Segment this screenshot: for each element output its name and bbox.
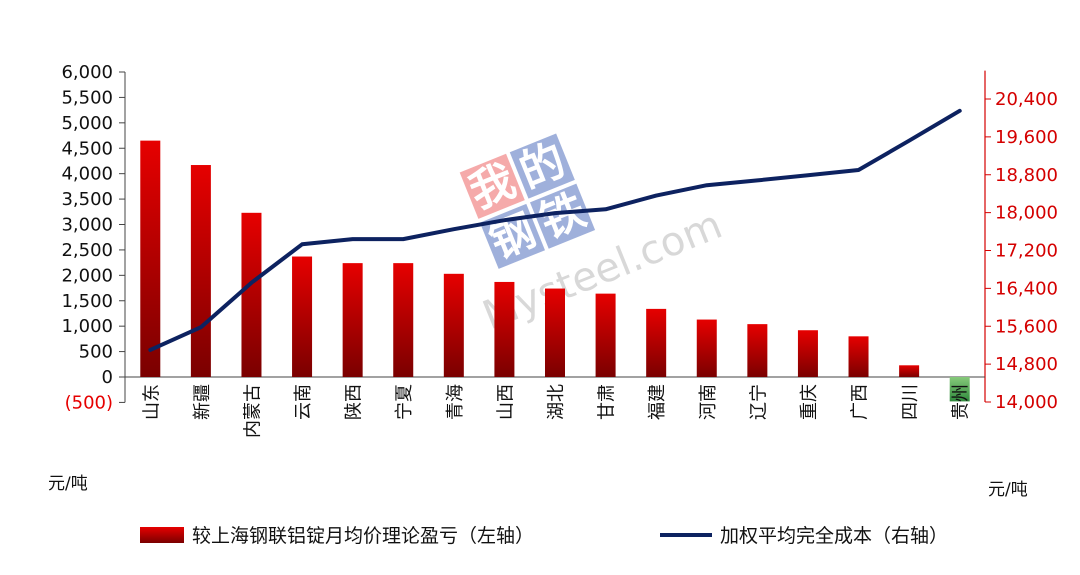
- right-tick-label: 17,200: [995, 241, 1058, 262]
- category-label: 重庆: [799, 384, 820, 420]
- category-label: 云南: [293, 384, 314, 420]
- bar: [393, 263, 414, 377]
- legend-bar-swatch: [140, 527, 184, 543]
- right-tick-label: 19,600: [995, 127, 1058, 148]
- category-label: 山东: [141, 384, 162, 420]
- left-tick-label: 3,000: [61, 215, 113, 236]
- category-label: 湖北: [546, 384, 567, 420]
- category-labels: 山东 新疆 内蒙古 云南 陕西 宁夏 青海 山西 湖北 甘肃 福建 河南 辽宁 重庆 广西 四川 贵州: [141, 384, 971, 438]
- bar: [949, 377, 970, 402]
- category-label: 青海: [445, 384, 466, 420]
- category-label: 辽宁: [748, 384, 769, 420]
- right-tick-label: 20,400: [995, 89, 1058, 110]
- category-label: 内蒙古: [242, 384, 263, 438]
- category-label: 福建: [647, 384, 668, 420]
- bar: [241, 212, 262, 377]
- category-label: 四川: [900, 384, 921, 420]
- right-tick-label: 14,800: [995, 354, 1058, 375]
- category-label: 宁夏: [394, 384, 415, 420]
- watermark-tile-4: [529, 183, 596, 249]
- left-axis-unit: 元/吨: [48, 474, 88, 494]
- category-label: 河南: [698, 384, 719, 420]
- left-tick-label: 2,000: [61, 265, 113, 286]
- left-tick-label: 5,500: [61, 87, 113, 108]
- left-tick-label: 3,500: [61, 189, 113, 210]
- category-label: 贵州: [951, 384, 972, 420]
- left-tick-label: 500: [79, 342, 113, 363]
- bar: [292, 256, 313, 377]
- bar-series: [140, 140, 970, 402]
- bar: [190, 165, 211, 377]
- left-tick-label: 4,500: [61, 138, 113, 159]
- category-label: 甘肃: [597, 384, 618, 420]
- legend-bar-label: 较上海钢联铝锭月均价理论盈亏（左轴）: [192, 525, 534, 547]
- bar: [646, 308, 667, 377]
- left-tick-label: 2,500: [61, 240, 113, 261]
- bar: [140, 140, 161, 377]
- category-label: 山西: [495, 384, 516, 420]
- watermark-tile-2: [509, 133, 575, 199]
- bar: [443, 273, 464, 377]
- right-axis-unit: 元/吨: [988, 480, 1028, 500]
- bar: [797, 330, 818, 377]
- right-tick-label: 14,000: [995, 392, 1058, 413]
- legend: 较上海钢联铝锭月均价理论盈亏（左轴） 加权平均完全成本（右轴）: [140, 525, 948, 547]
- bar: [899, 365, 920, 377]
- watermark-tile-1: [459, 153, 525, 219]
- bar: [696, 319, 717, 377]
- category-label: 陕西: [344, 384, 365, 420]
- left-tick-label: 6,000: [61, 62, 113, 83]
- left-tick-label: (500): [65, 392, 113, 413]
- axes: (500) 0 500 1,000 1,500 2,000 2,500 3,000 3,500 4…: [61, 62, 1058, 413]
- category-label: 广西: [850, 384, 871, 420]
- category-label: 新疆: [192, 384, 213, 420]
- right-tick-label: 16,400: [995, 278, 1058, 299]
- left-tick-label: 5,000: [61, 113, 113, 134]
- bar: [848, 336, 869, 377]
- bar: [342, 263, 363, 377]
- right-tick-label: 18,000: [995, 203, 1058, 224]
- bar: [747, 324, 768, 377]
- line-series: [148, 108, 962, 352]
- bar: [494, 281, 515, 377]
- legend-line-label: 加权平均完全成本（右轴）: [720, 525, 948, 547]
- left-tick-label: 4,000: [61, 164, 113, 185]
- left-tick-label: 1,500: [61, 291, 113, 312]
- bar: [595, 293, 616, 377]
- right-tick-label: 15,600: [995, 316, 1058, 337]
- bar: [545, 288, 565, 377]
- left-tick-label: 1,000: [61, 316, 113, 337]
- right-tick-label: 18,800: [995, 165, 1058, 186]
- left-tick-label: 0: [102, 367, 113, 388]
